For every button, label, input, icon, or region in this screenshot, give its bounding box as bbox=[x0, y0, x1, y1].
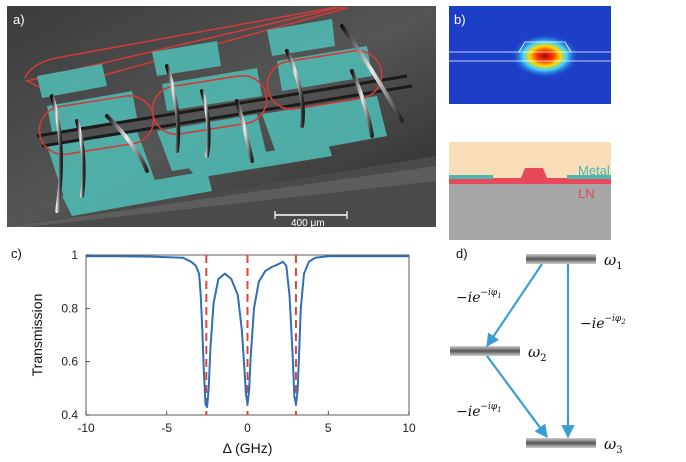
layer-label-sa: Sa bbox=[578, 220, 594, 235]
label-omega1: ω1 bbox=[604, 251, 623, 272]
mode-profile-panel: b) bbox=[449, 6, 611, 104]
y-tick-label: 0.4 bbox=[61, 408, 78, 422]
level-omega2 bbox=[450, 346, 520, 356]
label-omega2: ω2 bbox=[528, 343, 547, 364]
arrow-2-3 bbox=[486, 355, 548, 439]
layer-label-metal: Metal bbox=[578, 163, 610, 178]
bond-wires bbox=[50, 24, 404, 213]
transmission-chart: -10 -5 0 5 10 0.4 0.6 0.8 1 Δ (GHz) Transmission bbox=[29, 248, 416, 456]
ring-resonators bbox=[38, 49, 383, 156]
mode-profile-image bbox=[449, 6, 611, 104]
x-tick-label: 10 bbox=[402, 421, 416, 435]
level-diagram: ω1 ω2 ω3 −ie−iφ1 −ie−iφ2 −ie−iφ1 bbox=[450, 251, 626, 456]
y-tick-label: 0.6 bbox=[61, 355, 78, 369]
x-axis-label: Δ (GHz) bbox=[223, 440, 273, 456]
level-omega1 bbox=[526, 254, 596, 264]
arrow-1-2 bbox=[486, 263, 543, 348]
panel-b-label: b) bbox=[454, 12, 466, 27]
layer-label-ln: LN bbox=[578, 186, 595, 201]
y-tick-label: 1 bbox=[71, 248, 78, 262]
sem-image-panel: a) 400 μm bbox=[7, 6, 436, 229]
x-tick-label: 5 bbox=[325, 421, 332, 435]
scale-bar-label: 400 μm bbox=[291, 218, 325, 229]
coupling-2-3: −ie−iφ1 bbox=[456, 402, 502, 420]
layer-label-air: Air bbox=[578, 141, 594, 156]
x-tick-label: -10 bbox=[77, 421, 95, 435]
label-omega3: ω3 bbox=[604, 435, 623, 456]
coupling-1-2: −ie−iφ1 bbox=[456, 288, 502, 306]
x-tick-label: -5 bbox=[161, 421, 172, 435]
electrode-pads bbox=[37, 19, 387, 216]
coupling-1-3: −ie−iφ2 bbox=[580, 314, 626, 332]
sem-image bbox=[7, 6, 436, 227]
panel-c-label: c) bbox=[11, 246, 22, 261]
cross-section-image bbox=[449, 142, 611, 240]
x-tick-label: 0 bbox=[244, 421, 251, 435]
y-tick-label: 0.8 bbox=[61, 301, 78, 315]
y-axis-label: Transmission bbox=[29, 294, 45, 377]
transmission-series-line bbox=[86, 255, 409, 408]
panel-d-label: d) bbox=[456, 246, 468, 261]
cross-section-panel: Air Metal LN Sa bbox=[449, 141, 611, 240]
level-omega3 bbox=[526, 438, 596, 448]
panel-a-label: a) bbox=[13, 12, 25, 27]
